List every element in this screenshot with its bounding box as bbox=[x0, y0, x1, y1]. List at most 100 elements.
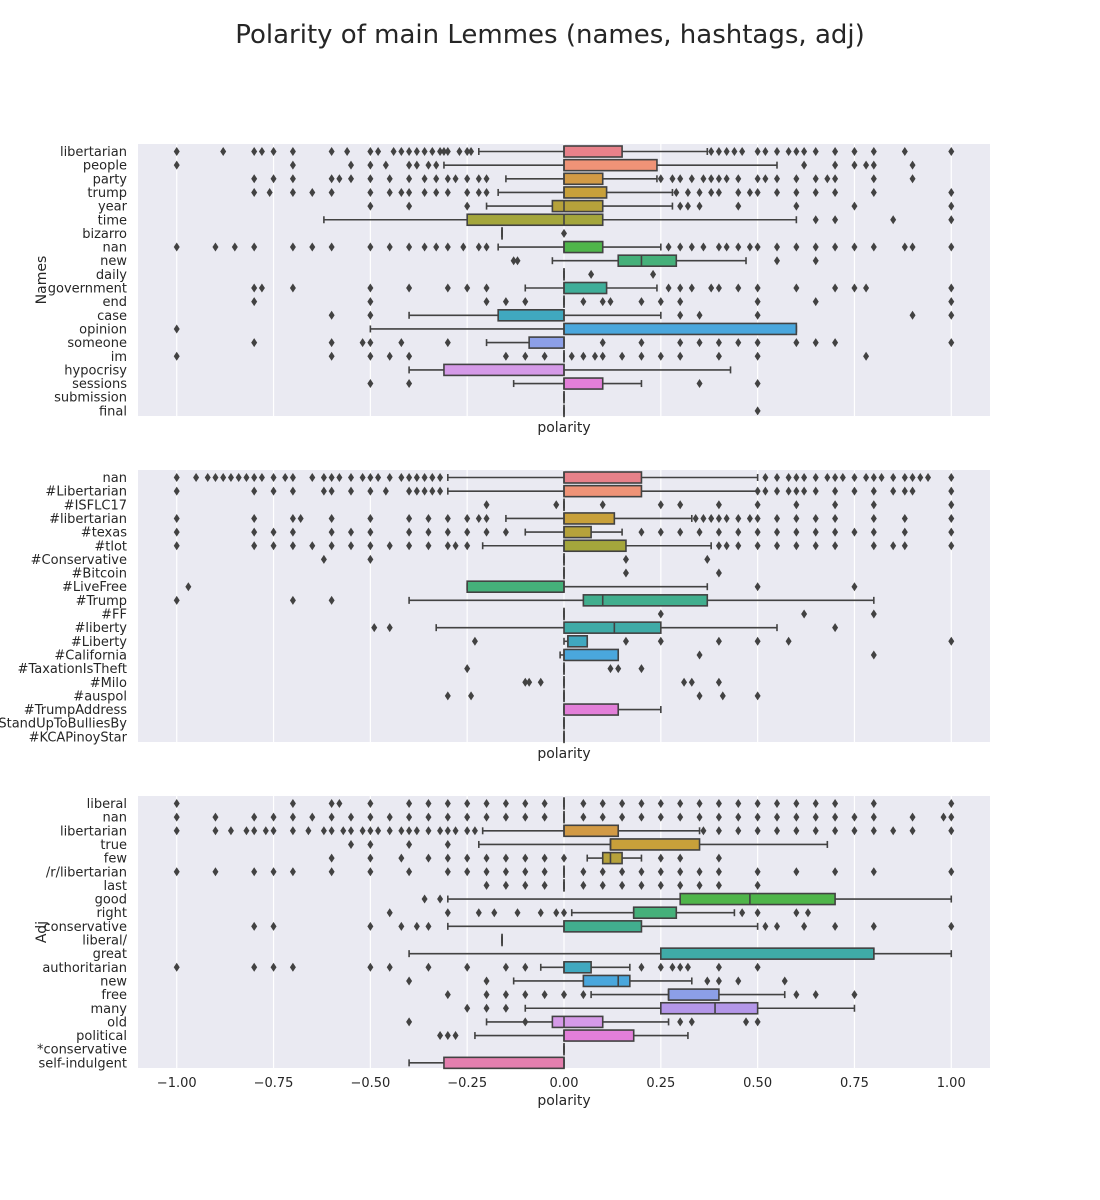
outlier-point bbox=[832, 174, 839, 184]
category-label: nan bbox=[103, 241, 127, 256]
category-label: time bbox=[98, 213, 127, 228]
outlier-point bbox=[793, 990, 800, 1000]
box-few: few bbox=[104, 852, 722, 867]
outlier-point bbox=[471, 636, 478, 646]
outlier-point bbox=[688, 283, 695, 293]
outlier-point bbox=[406, 513, 413, 523]
outlier-point bbox=[700, 174, 707, 184]
outlier-point bbox=[754, 351, 761, 361]
outlier-point bbox=[715, 283, 722, 293]
outlier-point bbox=[483, 799, 490, 808]
outlier-point bbox=[444, 812, 451, 822]
category-label: self-indulgent bbox=[39, 1056, 127, 1071]
outlier-point bbox=[677, 242, 684, 252]
outlier-point bbox=[398, 147, 405, 156]
outlier-point bbox=[762, 486, 769, 496]
outlier-point bbox=[398, 853, 405, 863]
outlier-point bbox=[832, 500, 839, 510]
outlier-point bbox=[688, 677, 695, 687]
outlier-point bbox=[774, 473, 780, 482]
outlier-point bbox=[580, 812, 587, 822]
outlier-point bbox=[502, 799, 509, 808]
outlier-point bbox=[657, 609, 664, 619]
iqr-box bbox=[563, 1029, 635, 1042]
y-axis-label: Names bbox=[34, 256, 50, 305]
outlier-point bbox=[735, 187, 742, 197]
outlier-point bbox=[739, 147, 746, 156]
outlier-point bbox=[715, 527, 722, 537]
outlier-point bbox=[425, 541, 432, 551]
outlier-point bbox=[464, 853, 471, 863]
outlier-point bbox=[774, 242, 780, 252]
outlier-point bbox=[948, 541, 955, 551]
outlier-point bbox=[266, 187, 273, 197]
category-label: #KCAPinoyStar bbox=[29, 730, 128, 745]
outlier-point bbox=[723, 147, 730, 156]
outlier-point bbox=[367, 554, 374, 564]
outlier-point bbox=[715, 513, 722, 523]
outlier-point bbox=[599, 867, 606, 877]
outlier-point bbox=[851, 582, 858, 592]
outlier-point bbox=[754, 582, 761, 592]
box-hypocrisy: hypocrisy bbox=[64, 363, 732, 378]
outlier-point bbox=[619, 351, 626, 361]
iqr-box bbox=[563, 920, 643, 933]
outlier-point bbox=[793, 147, 800, 156]
outlier-point bbox=[774, 826, 780, 836]
box-final: final bbox=[99, 404, 761, 419]
outlier-point bbox=[502, 853, 509, 863]
outlier-point bbox=[421, 242, 428, 252]
outlier-point bbox=[948, 867, 955, 877]
outlier-point bbox=[812, 174, 819, 184]
outlier-point bbox=[832, 541, 839, 551]
iqr-box bbox=[563, 377, 604, 390]
chart-title: Polarity of main Lemmes (names, hashtags… bbox=[235, 20, 865, 50]
outlier-point bbox=[328, 338, 335, 348]
outlier-point bbox=[677, 867, 684, 877]
outlier-point bbox=[464, 147, 471, 156]
outlier-point bbox=[212, 826, 219, 836]
outlier-point bbox=[173, 867, 180, 877]
outlier-point bbox=[413, 486, 420, 496]
outlier-point bbox=[502, 527, 509, 537]
outlier-point bbox=[715, 568, 722, 578]
category-label: bizarro bbox=[82, 227, 127, 242]
iqr-box bbox=[563, 621, 662, 634]
outlier-point bbox=[735, 201, 742, 211]
outlier-point bbox=[704, 554, 711, 564]
outlier-point bbox=[785, 473, 792, 482]
outlier-point bbox=[878, 473, 885, 482]
outlier-point bbox=[425, 160, 432, 170]
outlier-point bbox=[289, 242, 296, 252]
outlier-point bbox=[870, 187, 877, 197]
outlier-point bbox=[580, 351, 587, 361]
outlier-point bbox=[622, 554, 629, 564]
outlier-point bbox=[870, 147, 877, 156]
outlier-point bbox=[375, 147, 382, 156]
outlier-point bbox=[568, 351, 575, 361]
outlier-point bbox=[696, 880, 703, 890]
outlier-point bbox=[948, 338, 955, 348]
outlier-point bbox=[762, 921, 769, 931]
outlier-point bbox=[348, 486, 354, 496]
outlier-point bbox=[677, 500, 684, 510]
box-libertarian: libertarian bbox=[60, 145, 955, 160]
outlier-point bbox=[812, 297, 819, 307]
outlier-point bbox=[444, 908, 451, 918]
box-#FF: #FF bbox=[101, 608, 877, 623]
outlier-point bbox=[650, 269, 657, 279]
box-good: good bbox=[95, 893, 953, 908]
outlier-point bbox=[437, 486, 444, 496]
outlier-point bbox=[774, 256, 780, 266]
outlier-point bbox=[367, 201, 374, 211]
outlier-point bbox=[754, 541, 761, 551]
outlier-point bbox=[440, 147, 447, 156]
outlier-point bbox=[437, 473, 444, 482]
outlier-point bbox=[328, 242, 335, 252]
box-nan: nan bbox=[103, 241, 955, 256]
outlier-point bbox=[270, 812, 277, 822]
outlier-point bbox=[696, 812, 703, 822]
outlier-point bbox=[851, 283, 858, 293]
category-label: #Liberty bbox=[71, 635, 127, 650]
outlier-point bbox=[541, 867, 548, 877]
